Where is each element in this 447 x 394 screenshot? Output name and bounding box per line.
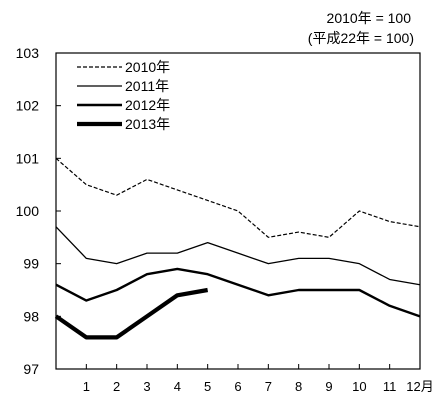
x-tick-label: 6 [234,379,241,394]
legend-label: 2011年 [125,78,169,94]
y-tick-label: 97 [23,361,39,377]
series-line-4 [54,287,209,340]
series-line-2 [55,226,421,286]
y-tick-label: 99 [23,256,39,272]
x-tick-label: 12月 [406,379,433,394]
chart-note-era-base-year: (平成22年 = 100) [308,30,414,46]
y-tick-label: 101 [16,150,40,166]
x-tick-label: 1 [83,379,90,394]
series-line-1 [55,157,421,238]
series-line-3 [55,267,421,318]
legend: 2010年 2011年 2012年 2013年 [77,59,170,132]
x-tick-label: 3 [143,379,150,394]
x-tick-label: 7 [265,379,272,394]
legend-label: 2013年 [125,116,170,132]
x-tick-label: 11 [383,379,397,394]
x-tick-label: 5 [204,379,211,394]
x-tick-label: 4 [174,379,181,394]
legend-label: 2010年 [125,59,170,75]
series-lines [54,157,421,340]
y-tick-label: 102 [16,98,40,114]
chart-note-base-year: 2010年 = 100 [327,10,412,26]
axis-ticks: 97 98 99 100 101 102 103 1 2 3 4 5 6 7 8 9 10 11 12月 [16,45,434,394]
y-tick-label: 100 [16,203,40,219]
y-tick-label: 103 [16,45,40,61]
legend-label: 2012年 [125,97,170,113]
x-tick-label: 9 [325,379,332,394]
x-tick-label: 10 [352,379,366,394]
x-tick-label: 2 [113,379,120,394]
plot-area [55,52,421,370]
x-tick-label: 8 [295,379,302,394]
plot-frame [55,52,421,370]
y-tick-label: 98 [23,308,39,324]
